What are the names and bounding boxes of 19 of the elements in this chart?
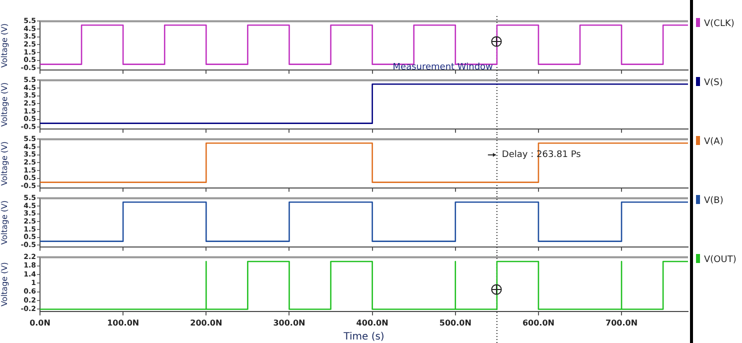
x-tick-label: 600.0N (522, 318, 554, 328)
x-tick-label: 300.0N (273, 318, 306, 328)
y-axis-title: Voltage (V) (0, 23, 9, 68)
legend-label: V(OUT) (704, 255, 736, 265)
x-axis-title: Time (s) (342, 332, 384, 343)
x-tick-label: 700.0N (606, 318, 638, 328)
x-tick-label: 400.0N (356, 318, 388, 328)
y-axis-title: Voltage (V) (0, 200, 9, 245)
legend-label: V(CLK) (704, 19, 734, 29)
y-axis-title: Voltage (V) (0, 141, 9, 186)
legend-label: V(S) (704, 78, 723, 88)
x-tick-label: 100.0N (107, 318, 140, 328)
x-tick-label: 200.0N (190, 318, 222, 328)
x-tick-label: 500.0N (439, 318, 472, 328)
x-tick-label: 0.0N (30, 318, 50, 328)
y-axis-title: Voltage (V) (0, 262, 9, 306)
y-axis-title: Voltage (V) (0, 82, 9, 127)
legend-label: V(B) (704, 196, 724, 206)
legend-label: V(A) (704, 137, 724, 147)
